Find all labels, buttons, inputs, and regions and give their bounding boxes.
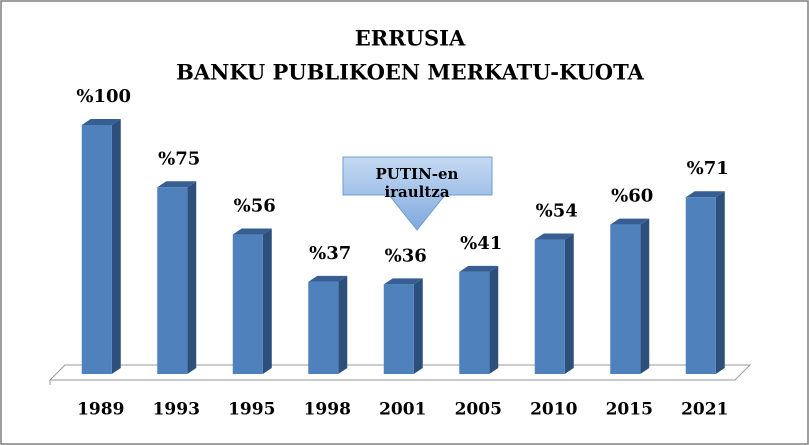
value-label: %41 (460, 233, 502, 254)
x-tick-label: 2021 (681, 400, 728, 420)
bar-side (715, 191, 725, 374)
bar-top (534, 233, 574, 240)
value-label: %56 (234, 196, 276, 217)
bar-side (338, 275, 348, 374)
bar (534, 239, 565, 374)
value-label: %36 (385, 245, 427, 266)
bar-side (187, 181, 197, 374)
bar (610, 224, 641, 374)
bar-top (610, 218, 650, 225)
x-tick-label: 2010 (530, 400, 577, 420)
bar (308, 281, 339, 374)
bar-top (383, 278, 423, 285)
x-tick-label: 2015 (606, 400, 653, 420)
bar-top (308, 275, 348, 282)
x-tick-label: 1998 (304, 400, 351, 420)
bar (383, 284, 414, 374)
x-tick-label: 1995 (228, 400, 275, 420)
value-label: %54 (536, 201, 578, 222)
callout: PUTIN-en iraultza (342, 156, 493, 231)
bar (232, 234, 263, 374)
bar-side (489, 265, 499, 374)
bar-top (157, 181, 197, 188)
bar (157, 187, 188, 374)
bar-side (262, 228, 272, 374)
x-tick-label: 2001 (379, 400, 426, 420)
value-label: %71 (687, 158, 729, 179)
bar-top (81, 119, 121, 125)
chart-title: BANKU PUBLIKOEN MERKATU-KUOTA (176, 60, 644, 85)
bar (459, 271, 490, 374)
value-label: %37 (309, 243, 351, 264)
x-tick-label: 1993 (153, 400, 200, 420)
value-label: %100 (76, 86, 131, 107)
bar (81, 125, 112, 374)
bar-side (564, 233, 574, 374)
bar-top (459, 265, 499, 272)
x-tick-label: 2005 (455, 400, 502, 420)
bar (685, 197, 716, 374)
chart-title: ERRUSIA (355, 26, 466, 51)
value-label: %60 (611, 186, 653, 207)
value-label: %75 (158, 148, 200, 169)
bar-side (413, 278, 423, 374)
annotation: PUTIN-en (376, 165, 459, 183)
annotation: iraultza (384, 183, 449, 201)
x-tick-label: 1989 (77, 400, 124, 420)
bar-side (111, 119, 121, 374)
bar-side (640, 218, 650, 374)
bar-top (232, 228, 272, 235)
bar-top (685, 191, 725, 198)
